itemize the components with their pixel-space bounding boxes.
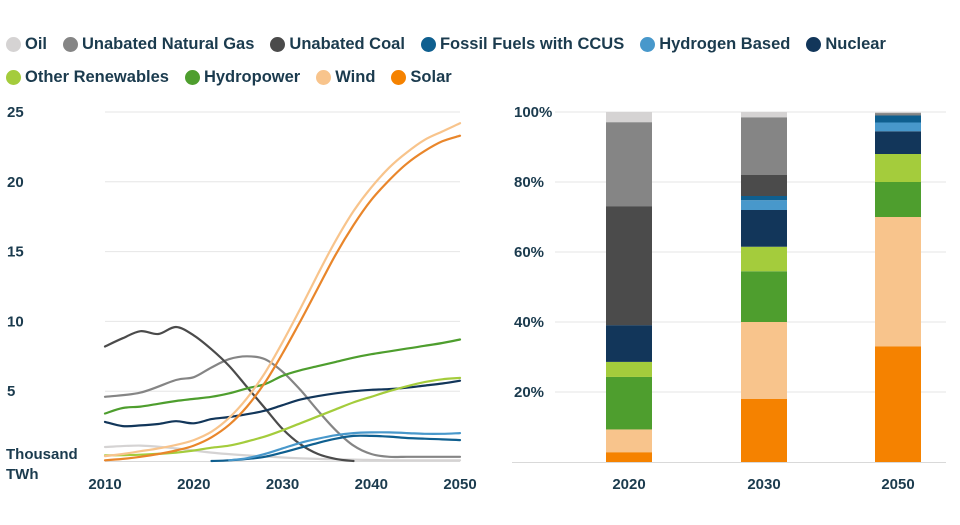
legend-item-fossil-fuels-with-ccus[interactable]: Fossil Fuels with CCUS	[420, 34, 625, 54]
bar-segment-oil-2050	[875, 112, 921, 114]
legend-item-hydrogen-based[interactable]: Hydrogen Based	[640, 35, 790, 54]
legend-swatch-icon	[6, 36, 21, 52]
x-tick-label: 2030	[747, 476, 780, 493]
bar-segment-hydrogen-based-2030	[741, 200, 787, 210]
legend-item-wind[interactable]: Wind	[316, 68, 375, 87]
y-tick-label: 25	[7, 104, 24, 121]
y-tick-label: 20	[7, 174, 24, 191]
legend: Oil Unabated Natural Gas Unabated Coal Foss…	[6, 32, 956, 98]
y-axis-unit-label: TWh	[6, 466, 38, 483]
bar-segment-unabated-natural-gas-2050	[875, 113, 921, 116]
legend-label: Other Renewables	[25, 67, 169, 86]
legend-item-hydropower[interactable]: Hydropower	[184, 67, 301, 87]
legend-row: Other Renewables Hydropower Wind Solar	[6, 65, 956, 89]
legend-item-oil[interactable]: Oil	[6, 35, 47, 54]
legend-item-unabated-natural-gas[interactable]: Unabated Natural Gas	[63, 35, 254, 54]
legend-label: Hydropower	[203, 67, 301, 86]
bar-segment-other-renewables-2030	[741, 246, 787, 272]
bar-segment-unabated-coal-2020	[606, 206, 652, 326]
legend-swatch-icon	[640, 36, 656, 52]
bar-segment-other-renewables-2050	[875, 154, 921, 182]
line-series-solar	[103, 134, 462, 462]
x-tick-label: 2010	[88, 476, 121, 493]
legend-label: Wind	[335, 67, 376, 86]
bar-segment-hydropower-2020	[606, 376, 652, 430]
y-tick-label: 40%	[514, 314, 544, 331]
bar-segment-wind-2030	[741, 322, 787, 399]
bar-segment-wind-2050	[875, 217, 921, 347]
legend-swatch-icon	[270, 36, 286, 52]
legend-swatch-icon	[6, 69, 21, 85]
x-tick-label: 2050	[443, 476, 476, 493]
line-series-wind	[103, 122, 462, 458]
bar-segment-oil-2030	[741, 112, 787, 118]
line-series-fossil-fuels-with-ccus	[210, 434, 462, 463]
legend-label: Solar	[410, 67, 452, 86]
bar-segment-oil-2020	[606, 112, 652, 123]
legend-swatch-icon	[63, 36, 79, 52]
bar-segment-hydropower-2030	[741, 271, 787, 322]
legend-item-other-renewables[interactable]: Other Renewables	[6, 68, 169, 87]
x-tick-label: 2030	[266, 476, 299, 493]
y-tick-label: 15	[7, 244, 24, 261]
y-tick-label: 100%	[514, 104, 552, 121]
bar-segment-unabated-natural-gas-2020	[606, 122, 652, 207]
legend-swatch-icon	[391, 69, 407, 85]
bar-segment-fossil-fuels-with-ccus-2050	[875, 115, 921, 123]
legend-item-nuclear[interactable]: Nuclear	[806, 35, 886, 54]
line-series-unabated-coal	[103, 325, 355, 463]
line-series-other-renewables	[103, 376, 462, 457]
line-series-hydrogen-based	[228, 431, 462, 462]
bar-segment-nuclear-2030	[741, 210, 787, 247]
legend-label: Nuclear	[825, 34, 886, 53]
x-tick-label: 2020	[177, 476, 210, 493]
legend-swatch-icon	[184, 69, 200, 85]
legend-swatch-icon	[420, 36, 436, 52]
bar-segment-hydropower-2050	[875, 182, 921, 217]
bar-segment-unabated-natural-gas-2030	[741, 117, 787, 175]
legend-swatch-icon	[316, 69, 332, 85]
bar-segment-wind-2020	[606, 429, 652, 453]
bar-segment-hydrogen-based-2050	[875, 122, 921, 132]
legend-label: Fossil Fuels with CCUS	[439, 34, 625, 53]
bar-segment-nuclear-2050	[875, 131, 921, 154]
bar-segment-solar-2020	[606, 452, 652, 462]
line-series-unabated-natural-gas	[103, 355, 462, 459]
y-tick-label: 80%	[514, 174, 544, 191]
bar-segment-solar-2030	[741, 399, 787, 462]
legend-label: Unabated Coal	[289, 34, 405, 53]
y-tick-label: 20%	[514, 384, 544, 401]
bar-segment-solar-2050	[875, 346, 921, 462]
legend-swatch-icon	[806, 36, 822, 52]
bar-segment-nuclear-2020	[606, 325, 652, 362]
x-tick-label: 2050	[881, 476, 914, 493]
legend-label: Oil	[25, 34, 48, 53]
bar-segment-other-renewables-2020	[606, 361, 652, 377]
y-axis-unit-label: Thousand	[6, 446, 78, 463]
x-tick-label: 2020	[612, 476, 645, 493]
y-tick-label: 10	[7, 313, 24, 330]
legend-label: Hydrogen Based	[659, 34, 791, 53]
legend-item-solar[interactable]: Solar	[391, 67, 452, 87]
x-tick-label: 2040	[355, 476, 388, 493]
legend-row: Oil Unabated Natural Gas Unabated Coal Foss…	[6, 32, 956, 56]
legend-label: Unabated Natural Gas	[82, 34, 255, 53]
y-tick-label: 5	[7, 383, 15, 400]
y-tick-label: 60%	[514, 244, 544, 261]
bar-segment-unabated-coal-2030	[741, 175, 787, 196]
line-series-hydropower	[103, 338, 462, 415]
bar-segment-fossil-fuels-with-ccus-2030	[741, 196, 787, 201]
legend-item-unabated-coal[interactable]: Unabated Coal	[270, 35, 405, 54]
